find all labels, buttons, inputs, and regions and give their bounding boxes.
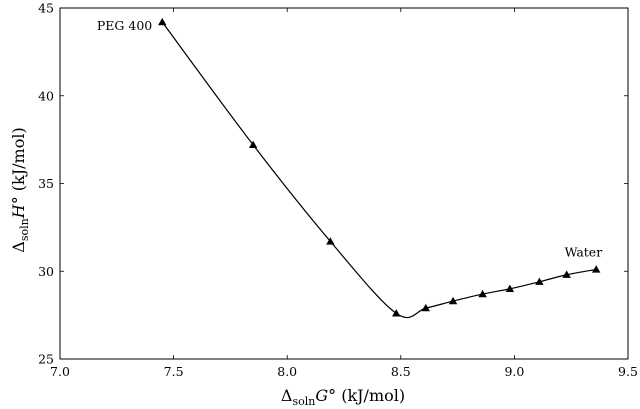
y-axis-label: ΔsolnH° (kJ/mol) bbox=[9, 127, 31, 252]
x-tick-label: 9.5 bbox=[618, 364, 638, 379]
y-axis-label-subscript: soln bbox=[18, 218, 31, 241]
y-tick-label: 40 bbox=[38, 88, 54, 103]
data-point-triangle bbox=[248, 140, 258, 149]
annotation-layer: PEG 400 Water bbox=[97, 18, 602, 259]
x-tick-label: 7.5 bbox=[164, 364, 184, 379]
data-point-triangle bbox=[392, 309, 401, 317]
marker-layer bbox=[158, 17, 601, 317]
y-axis-label-prefix: Δ bbox=[9, 241, 28, 253]
x-axis-label-unit: (kJ/mol) bbox=[336, 386, 405, 405]
y-tick-label: 25 bbox=[38, 352, 54, 367]
data-point-triangle bbox=[591, 265, 601, 273]
x-axis-label: ΔsolnG° (kJ/mol) bbox=[281, 386, 405, 408]
x-axis-label-subscript: soln bbox=[292, 395, 315, 408]
x-axis-label-prefix: Δ bbox=[281, 386, 293, 405]
y-axis-label-symbol: H° bbox=[9, 196, 28, 219]
data-point-triangle bbox=[448, 296, 458, 305]
data-point-triangle bbox=[505, 284, 515, 292]
data-point-triangle bbox=[326, 237, 335, 245]
data-point-triangle bbox=[421, 303, 430, 312]
series-layer bbox=[161, 21, 597, 319]
data-point-triangle bbox=[478, 289, 487, 298]
y-tick-label: 30 bbox=[38, 264, 54, 279]
plot-frame bbox=[59, 7, 629, 360]
x-tick-label: 7.0 bbox=[50, 364, 70, 379]
annotation-label: PEG 400 bbox=[97, 18, 152, 33]
data-point-triangle bbox=[158, 17, 167, 26]
y-tick-label: 35 bbox=[38, 176, 54, 191]
x-tick-label: 8.5 bbox=[391, 364, 411, 379]
data-point-triangle bbox=[535, 277, 544, 285]
x-axis-label-symbol: G° bbox=[315, 386, 336, 405]
x-tick-label: 9.0 bbox=[504, 364, 524, 379]
series-line bbox=[161, 21, 597, 319]
y-axis-label-unit: (kJ/mol) bbox=[9, 127, 28, 196]
annotation-label: Water bbox=[565, 244, 603, 259]
data-point-triangle bbox=[562, 270, 571, 278]
axis-ticks: 7.0 7.5 8.0 8.5 9.0 9.5 25 30 35 40 45 bbox=[38, 1, 638, 380]
x-tick-label: 8.0 bbox=[277, 364, 297, 379]
y-tick-label: 45 bbox=[38, 1, 54, 16]
